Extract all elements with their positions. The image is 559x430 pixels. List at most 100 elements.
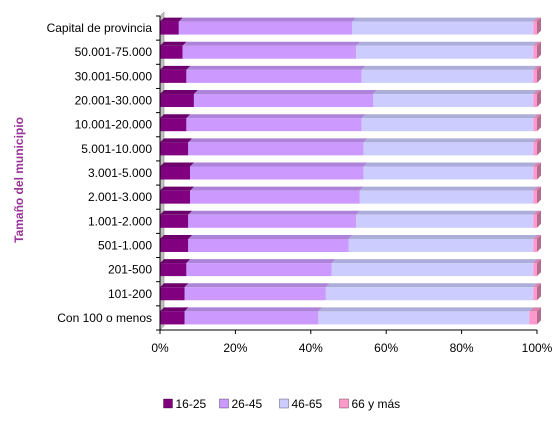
bar-16-25-4 (160, 118, 187, 132)
bar-16-25-8 (160, 214, 189, 228)
bar-side-2 (537, 65, 541, 83)
bar-26-45-11 (184, 287, 326, 301)
bar-46-65-4 (361, 118, 534, 132)
category-label-6: 3.001-5.000 (88, 166, 152, 180)
bar-top-66-y-m-s-1 (533, 41, 541, 46)
bar-top-16-25-6 (160, 162, 195, 167)
bar-top-16-25-2 (160, 65, 191, 70)
bar-side-12 (537, 307, 541, 325)
bar-top-26-45-10 (186, 259, 336, 264)
bar-16-25-5 (160, 142, 189, 156)
x-tick-label-2: 40% (299, 341, 323, 355)
category-label-3: 20.001-30.000 (75, 94, 153, 108)
bar-46-65-8 (356, 214, 534, 228)
bar-side-5 (537, 138, 541, 156)
legend-swatch-46-65 (279, 398, 289, 409)
bar-top-66-y-m-s-0 (533, 17, 541, 22)
bar-top-46-65-5 (363, 138, 538, 143)
bar-26-45-8 (188, 214, 357, 228)
bar-26-45-3 (193, 94, 374, 108)
bar-top-26-45-6 (190, 162, 368, 167)
bar-top-46-65-2 (361, 65, 538, 70)
bar-top-66-y-m-s-8 (533, 210, 541, 215)
bar-46-65-3 (373, 94, 534, 108)
bar-top-16-25-0 (160, 17, 183, 22)
bar-46-65-5 (363, 142, 534, 156)
bar-46-65-9 (348, 238, 534, 252)
legend: 16-25 26-45 46-65 66 y más (163, 397, 400, 411)
bar-top-46-65-10 (331, 259, 538, 264)
bar-26-45-12 (184, 311, 319, 325)
bar-66-y-m-s-0 (533, 21, 537, 35)
bar-top-26-45-4 (186, 114, 366, 119)
bar-top-26-45-11 (184, 283, 330, 288)
bar-16-25-1 (160, 45, 183, 59)
bar-16-25-9 (160, 238, 189, 252)
bar-side-10 (537, 259, 541, 277)
category-label-5: 5.001-10.000 (81, 142, 152, 156)
bar-46-65-1 (356, 45, 534, 59)
bar-66-y-m-s-6 (533, 166, 537, 180)
bar-side-1 (537, 41, 541, 59)
category-label-8: 1.001-2.000 (88, 214, 152, 228)
bar-top-66-y-m-s-4 (533, 114, 541, 119)
bar-side-7 (537, 186, 541, 204)
bar-side-3 (537, 90, 541, 108)
bar-top-16-25-3 (160, 90, 198, 95)
bar-top-66-y-m-s-5 (533, 138, 541, 143)
bar-top-66-y-m-s-2 (533, 65, 541, 70)
bar-top-46-65-6 (363, 162, 538, 167)
bar-top-16-25-10 (160, 259, 191, 264)
x-axis: 0% 20% 40% 60% 80% 100% (151, 15, 553, 355)
bar-16-25-10 (160, 263, 187, 277)
bar-16-25-2 (160, 69, 187, 83)
bar-top-66-y-m-s-7 (533, 186, 541, 191)
bar-46-65-10 (331, 263, 534, 277)
bars-group (159, 11, 541, 331)
bar-46-65-6 (363, 166, 534, 180)
bar-46-65-7 (359, 190, 534, 204)
category-label-11: 101-200 (108, 287, 152, 301)
bar-top-16-25-4 (160, 114, 191, 119)
bar-side-11 (537, 283, 541, 301)
bar-26-45-6 (190, 166, 364, 180)
legend-swatch-66-y-m-s (339, 398, 349, 409)
bar-top-66-y-m-s-11 (533, 283, 541, 288)
x-tick-label-5: 100% (522, 341, 553, 355)
bar-top-26-45-7 (190, 186, 364, 191)
category-label-4: 10.001-20.000 (75, 118, 153, 132)
bar-46-65-2 (361, 69, 534, 83)
bar-top-66-y-m-s-10 (533, 259, 541, 264)
bar-16-25-6 (160, 166, 191, 180)
bar-66-y-m-s-3 (533, 94, 537, 108)
bar-top-16-25-8 (160, 210, 193, 215)
bar-top-16-25-11 (160, 283, 189, 288)
bar-top-26-45-2 (186, 65, 366, 70)
bar-top-26-45-1 (182, 41, 361, 46)
bar-side-0 (537, 17, 541, 35)
bar-26-45-0 (178, 21, 353, 35)
bar-66-y-m-s-5 (533, 142, 537, 156)
legend-swatch-16-25 (163, 398, 173, 409)
bar-66-y-m-s-11 (533, 287, 537, 301)
bar-top-66-y-m-s-3 (533, 90, 541, 95)
category-label-1: 50.001-75.000 (75, 45, 153, 59)
bar-66-y-m-s-2 (533, 69, 537, 83)
bar-top-46-65-12 (318, 307, 534, 312)
category-label-7: 2.001-3.000 (88, 190, 152, 204)
legend-label-16-25: 16-25 (176, 397, 207, 411)
bar-26-45-2 (186, 69, 362, 83)
x-tick-label-0: 0% (151, 341, 169, 355)
bar-top-46-65-3 (373, 90, 538, 95)
y-axis-title: Tamaño del municipio (12, 117, 26, 243)
legend-label-46-65: 46-65 (292, 397, 323, 411)
bar-side-8 (537, 210, 541, 228)
bar-top-16-25-9 (160, 234, 193, 239)
bar-side-4 (537, 114, 541, 132)
bar-top-46-65-9 (348, 234, 538, 239)
bar-top-66-y-m-s-12 (529, 307, 541, 312)
category-label-0: Capital de provincia (47, 21, 153, 35)
bar-26-45-1 (182, 45, 357, 59)
bar-top-26-45-12 (184, 307, 323, 312)
